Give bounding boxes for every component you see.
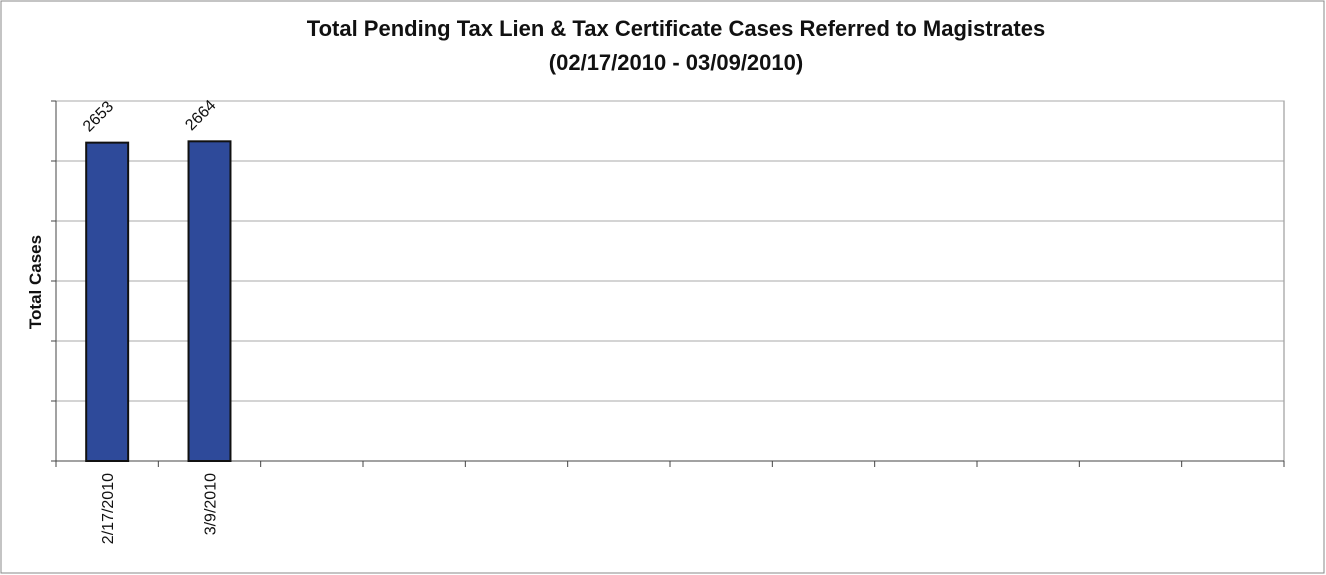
chart-title: Total Pending Tax Lien & Tax Certificate… (307, 16, 1045, 41)
x-tick-label: 2/17/2010 (100, 473, 117, 544)
chart-subtitle: (02/17/2010 - 03/09/2010) (549, 50, 803, 75)
bar (187, 140, 232, 462)
x-tick-label: 3/9/2010 (203, 473, 220, 535)
bar (85, 141, 130, 462)
y-axis-label: Total Cases (26, 235, 45, 329)
